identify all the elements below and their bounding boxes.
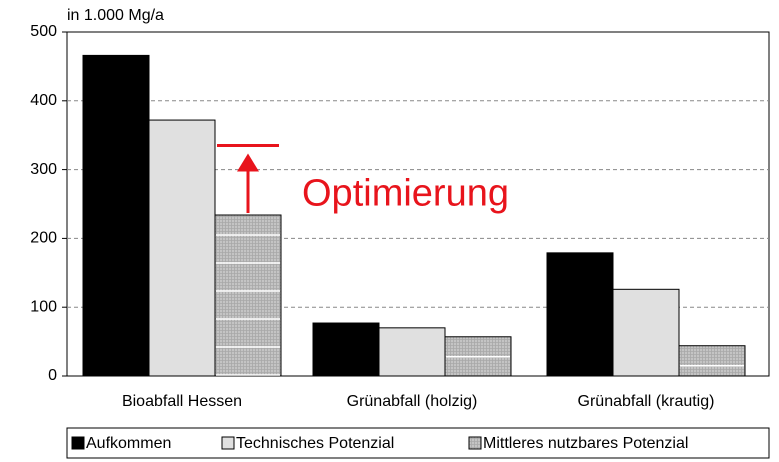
bar	[546, 252, 614, 377]
legend-swatch	[221, 436, 235, 450]
bar	[678, 345, 746, 377]
unit-label: in 1.000 Mg/a	[67, 7, 164, 24]
legend-label: Aufkommen	[86, 435, 171, 452]
legend-swatch	[468, 436, 482, 450]
bar	[82, 54, 150, 377]
legend-swatch	[71, 436, 85, 450]
bar	[378, 327, 446, 377]
y-tick-label: 200	[30, 230, 57, 247]
x-tick-label: Grünabfall (krautig)	[578, 393, 715, 410]
legend-frame	[66, 427, 770, 459]
legend-label: Mittleres nutzbares Potenzial	[483, 435, 688, 452]
bar	[312, 322, 380, 377]
x-tick-label: Grünabfall (holzig)	[347, 393, 478, 410]
bar	[612, 288, 680, 377]
bar	[148, 119, 216, 377]
y-tick-label: 0	[48, 367, 57, 384]
x-tick-label: Bioabfall Hessen	[122, 393, 242, 410]
annotation-text: Optimierung	[302, 173, 509, 215]
y-tick-label: 500	[30, 23, 57, 40]
y-tick-label: 400	[30, 92, 57, 109]
legend-label: Technisches Potenzial	[236, 435, 394, 452]
y-tick-label: 100	[30, 298, 57, 315]
y-tick-label: 300	[30, 161, 57, 178]
arrow-head	[237, 153, 259, 172]
bar	[214, 214, 282, 377]
